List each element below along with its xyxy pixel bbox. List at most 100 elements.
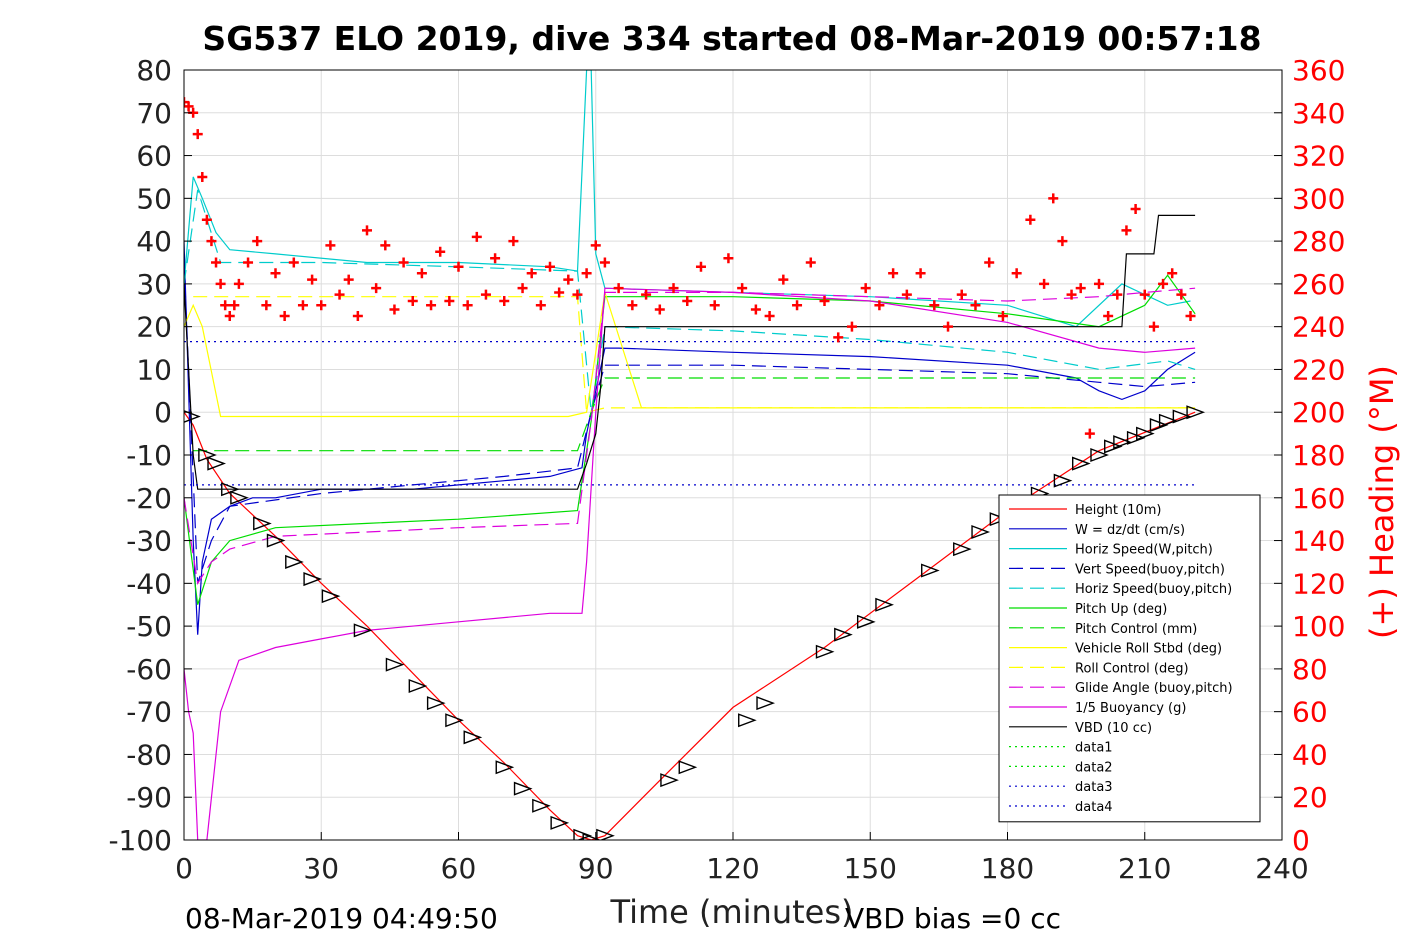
- legend-label: data2: [1075, 760, 1113, 775]
- heading-marker: [709, 300, 720, 311]
- heading-marker: [471, 231, 482, 242]
- depth-marker: [426, 696, 446, 711]
- y-left-tick-label: -80: [126, 738, 172, 771]
- legend-label: Horiz Speed(W,pitch): [1075, 543, 1213, 558]
- heading-marker: [426, 300, 437, 311]
- depth-marker: [221, 482, 240, 497]
- depth-marker: [253, 516, 272, 531]
- heading-marker: [1075, 283, 1086, 294]
- y-left-tick-label: 60: [136, 140, 172, 173]
- y-right-tick-label: 140: [1292, 525, 1345, 558]
- depth-marker: [834, 627, 853, 642]
- x-tick-label: 180: [981, 852, 1034, 885]
- heading-marker: [435, 246, 446, 257]
- y-right-tick-label: 100: [1292, 610, 1345, 643]
- heading-marker: [270, 268, 281, 279]
- heading-marker: [833, 332, 844, 343]
- depth-marker: [184, 410, 201, 423]
- legend-label: Vehicle Roll Stbd (deg): [1075, 642, 1222, 657]
- y-right-tick-label: 160: [1292, 482, 1345, 515]
- legend-label: data3: [1075, 780, 1113, 795]
- depth-marker: [678, 760, 698, 775]
- heading-marker: [535, 300, 546, 311]
- heading-marker: [398, 257, 409, 268]
- heading-marker: [334, 289, 345, 300]
- depth-marker: [1158, 413, 1178, 428]
- heading-marker: [668, 283, 679, 294]
- legend-label: data1: [1075, 741, 1113, 756]
- depth-marker: [1053, 473, 1073, 488]
- heading-marker: [224, 310, 235, 321]
- depth-marker: [971, 524, 991, 540]
- depth-marker: [875, 597, 894, 612]
- heading-marker: [243, 257, 254, 268]
- x-tick-label: 90: [578, 852, 614, 885]
- y-right-tick-label: 20: [1292, 781, 1328, 814]
- heading-marker: [943, 321, 954, 332]
- depth-marker: [1104, 439, 1123, 454]
- heading-marker: [197, 171, 208, 182]
- legend-label: Vert Speed(buoy,pitch): [1075, 562, 1225, 577]
- heading-marker: [750, 304, 761, 315]
- depth-marker: [550, 815, 570, 830]
- y-right-tick-label: 340: [1292, 97, 1345, 130]
- heading-marker: [233, 278, 244, 289]
- heading-marker: [325, 240, 336, 251]
- heading-marker: [590, 240, 601, 251]
- depth-marker: [532, 798, 551, 813]
- chart-title: SG537 ELO 2019, dive 334 started 08-Mar-…: [202, 19, 1261, 58]
- heading-marker: [371, 283, 382, 294]
- depth-marker: [445, 713, 464, 728]
- depth-marker: [463, 730, 483, 745]
- legend-label: Roll Control (deg): [1075, 661, 1189, 676]
- heading-marker: [915, 268, 926, 279]
- series-line-1: [184, 241, 1196, 635]
- heading-marker: [407, 296, 418, 306]
- y-right-tick-label: 280: [1292, 225, 1345, 258]
- heading-marker: [723, 253, 734, 264]
- series-line-10: [184, 287, 1196, 840]
- y-left-tick-label: 50: [136, 182, 172, 215]
- heading-marker: [220, 300, 231, 311]
- right-y-axis: 3603403203002802602402202001801601401201…: [1274, 54, 1345, 857]
- y-left-tick-label: 30: [136, 268, 172, 301]
- heading-marker: [252, 236, 263, 247]
- heading-marker: [901, 289, 912, 300]
- heading-marker: [929, 300, 940, 311]
- heading-marker: [956, 289, 967, 300]
- heading-marker: [416, 268, 427, 279]
- heading-marker: [526, 268, 537, 279]
- heading-marker: [444, 296, 455, 306]
- heading-marker: [1025, 214, 1036, 225]
- x-tick-label: 150: [844, 852, 897, 885]
- y-left-tick-label: 20: [136, 311, 172, 344]
- heading-marker: [1094, 278, 1104, 289]
- heading-marker: [343, 274, 354, 285]
- heading-marker: [261, 300, 272, 311]
- x-tick-label: 60: [441, 852, 477, 885]
- y-left-tick-label: -30: [126, 525, 172, 558]
- heading-marker: [846, 321, 857, 332]
- plot-area: [184, 70, 1206, 840]
- depth-marker: [596, 828, 615, 840]
- y-left-tick-label: 0: [154, 396, 172, 429]
- y-left-tick-label: 10: [136, 353, 172, 386]
- right-y-axis-label: (+) Heading (°M): [1363, 365, 1401, 639]
- heading-marker: [682, 296, 693, 306]
- heading-marker: [517, 283, 528, 294]
- legend-label: data4: [1075, 800, 1113, 815]
- y-right-tick-label: 220: [1292, 353, 1345, 386]
- heading-marker: [362, 225, 372, 236]
- heading-marker: [581, 268, 592, 279]
- depth-marker: [738, 713, 757, 728]
- heading-marker: [490, 253, 501, 264]
- heading-marker: [1148, 321, 1159, 332]
- heading-marker: [554, 287, 565, 298]
- depth-marker: [230, 490, 249, 505]
- legend-label: Pitch Control (mm): [1075, 622, 1197, 637]
- y-left-tick-label: -70: [126, 696, 172, 729]
- depth-marker: [989, 512, 1009, 527]
- y-right-tick-label: 300: [1292, 182, 1345, 215]
- x-axis: 0 30 60 90 120 150 180 210 240: [175, 832, 1309, 885]
